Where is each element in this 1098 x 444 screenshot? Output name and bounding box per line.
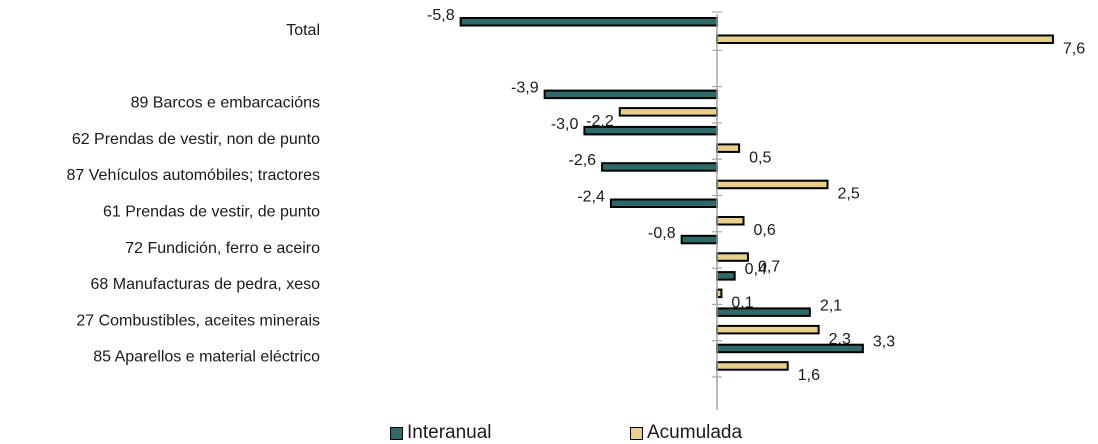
data-label-interanual-61-prendas-de-vestir-de-punto: -2,4	[577, 189, 605, 206]
data-label-interanual-62-prendas-de-vestir-non-de-punto: -3,0	[551, 116, 579, 133]
bar-acumulada-62-prendas-de-vestir-non-de-punto	[716, 143, 741, 153]
bar-acumulada-85-aparellos-e-material-electrico	[716, 361, 789, 371]
data-label-acumulada-68-manufacturas-de-pedra-xeso: 0,1	[731, 295, 753, 312]
data-label-acumulada-62-prendas-de-vestir-non-de-punto: 0,5	[749, 149, 771, 166]
legend-label-interanual: Interanual	[407, 422, 492, 443]
legend: Interanual Acumulada	[0, 422, 1098, 444]
legend-swatch-acumulada	[630, 426, 643, 440]
category-label-72-fundicion-ferro-e-aceiro: 72 Fundición, ferro e aceiro	[125, 240, 320, 257]
category-labels: Total 89 Barcos e embarcacións 62 Prendas …	[67, 22, 321, 366]
bar-acumulada-89-barcos-e-embarcacions	[618, 107, 719, 117]
category-label-87-vehiculos-automobiles-tractores: 87 Vehículos automóbiles; tractores	[67, 167, 320, 184]
bar-interanual-61-prendas-de-vestir-de-punto	[609, 198, 718, 208]
bar-acumulada-61-prendas-de-vestir-de-punto	[716, 216, 745, 226]
data-label-acumulada-89-barcos-e-embarcacions: -2,2	[586, 113, 614, 130]
legend-item-acumulada: Acumulada	[630, 422, 742, 444]
bar-acumulada-total	[716, 34, 1054, 44]
data-labels: -5,8 7,6 -3,9 -2,2 -3,0 0,5 -2,6 2,5 -2,4 0,6 -0,8…	[427, 7, 1085, 384]
data-label-acumulada-87-vehiculos-automobiles-tractores: 2,5	[838, 186, 860, 203]
category-label-27-combustibles-aceites-minerais: 27 Combustibles, aceites minerais	[76, 312, 320, 329]
data-label-acumulada-total: 7,6	[1063, 41, 1085, 58]
bar-interanual-89-barcos-e-embarcacions	[543, 89, 718, 100]
legend-item-interanual: Interanual	[390, 422, 492, 444]
bar-interanual-87-vehiculos-automobiles-tractores	[601, 162, 719, 172]
data-label-acumulada-72-fundicion-ferro-e-aceiro: 0,7	[758, 258, 780, 275]
category-label-62-prendas-de-vestir-non-de-punto: 62 Prendas de vestir, non de punto	[72, 131, 320, 148]
value-axis	[712, 11, 722, 410]
data-label-interanual-72-fundicion-ferro-e-aceiro: -0,8	[648, 225, 676, 242]
category-label-61-prendas-de-vestir-de-punto: 61 Prendas de vestir, de punto	[103, 204, 320, 221]
category-label-85-aparellos-e-material-electrico: 85 Aparellos e material eléctrico	[93, 349, 320, 366]
data-label-acumulada-27-combustibles-aceites-minerais: 2,3	[829, 331, 851, 348]
bar-interanual-total	[459, 17, 718, 27]
data-label-interanual-68-manufacturas-de-pedra-xeso: 0,4	[745, 261, 767, 278]
bars	[459, 17, 1054, 371]
data-label-acumulada-85-aparellos-e-material-electrico: 1,6	[798, 367, 820, 384]
bar-acumulada-72-fundicion-ferro-e-aceiro	[716, 252, 749, 262]
legend-swatch-interanual	[390, 426, 403, 440]
data-label-interanual-27-combustibles-aceites-minerais: 2,1	[820, 297, 842, 314]
data-label-interanual-89-barcos-e-embarcacions: -3,9	[511, 80, 539, 97]
data-label-interanual-total: -5,8	[427, 7, 455, 24]
legend-label-acumulada: Acumulada	[647, 422, 743, 443]
bar-chart: Total 89 Barcos e embarcacións 62 Prendas …	[67, 7, 1085, 410]
category-label-68-manufacturas-de-pedra-xeso: 68 Manufacturas de pedra, xeso	[91, 276, 321, 293]
data-label-acumulada-61-prendas-de-vestir-de-punto: 0,6	[754, 222, 776, 239]
bar-acumulada-87-vehiculos-automobiles-tractores	[716, 179, 829, 190]
category-label-89-barcos-e-embarcacions: 89 Barcos e embarcacións	[131, 95, 320, 112]
bar-interanual-68-manufacturas-de-pedra-xeso	[716, 271, 736, 281]
bar-interanual-72-fundicion-ferro-e-aceiro	[680, 234, 719, 245]
category-label-total: Total	[286, 22, 320, 39]
data-label-interanual-85-aparellos-e-material-electrico: 3,3	[873, 334, 895, 351]
data-label-interanual-87-vehiculos-automobiles-tractores: -2,6	[569, 152, 597, 169]
bar-acumulada-27-combustibles-aceites-minerais	[716, 324, 820, 335]
